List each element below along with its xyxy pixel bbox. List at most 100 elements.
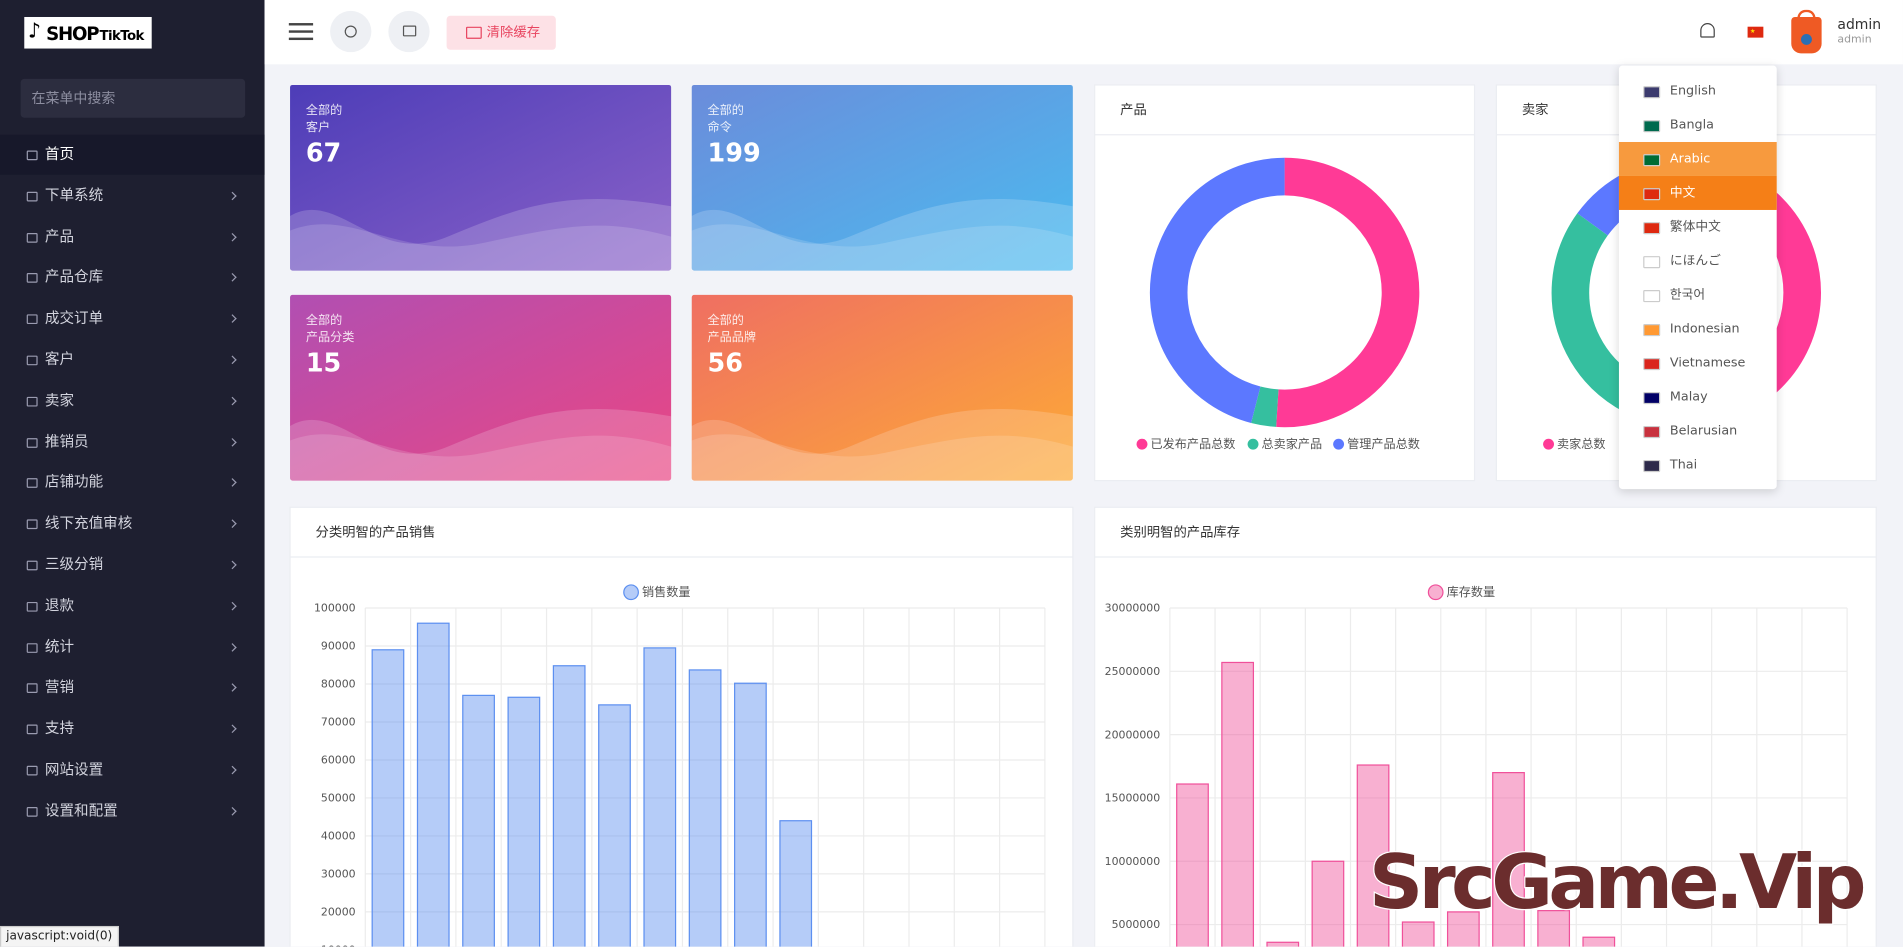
menu-label: 网站设置 (44, 760, 104, 778)
menu-icon (26, 642, 38, 653)
y-tick-label: 50000 (321, 792, 356, 805)
chevron (228, 273, 237, 283)
bar (688, 669, 722, 947)
menu-item[interactable]: 营销 (0, 668, 265, 708)
language-option[interactable]: Bangla (1619, 108, 1777, 142)
language-option[interactable]: にほんご (1619, 244, 1777, 278)
menu-item[interactable]: 店铺功能 (0, 463, 265, 503)
language-option[interactable]: Indonesian (1619, 312, 1777, 346)
menu-item[interactable]: 卖家 (0, 381, 265, 421)
user-name[interactable]: admin (1837, 15, 1882, 33)
menu-item[interactable]: 支持 (0, 709, 265, 749)
flag-icon (1643, 425, 1661, 439)
flag-icon (1643, 391, 1661, 405)
menu-item[interactable]: 推销员 (0, 422, 265, 462)
language-option[interactable]: English (1619, 74, 1777, 108)
y-tick-label: 10000 (321, 944, 356, 947)
menu-icon (26, 478, 38, 489)
menu-item[interactable]: 产品 (0, 217, 265, 257)
menu-item[interactable]: 下单系统 (0, 176, 265, 216)
stat-label: 产品分类 (306, 330, 355, 344)
stat-label: 产品品牌 (708, 330, 757, 344)
language-option[interactable]: Vietnamese (1619, 346, 1777, 380)
stat-label: 全部的 (708, 312, 744, 327)
chevron (228, 232, 237, 242)
card (289, 506, 1074, 947)
language-option[interactable]: Malay (1619, 380, 1777, 414)
menu-icon (26, 355, 38, 366)
menu-label: 下单系统 (44, 186, 104, 204)
legend-label: 已发布产品总数 (1150, 436, 1235, 451)
menu-item[interactable]: 设置和配置 (0, 791, 265, 831)
language-option[interactable]: 한국어 (1619, 278, 1777, 312)
menu-toggle[interactable] (288, 23, 314, 26)
logo[interactable]: ♪ SHOP TikTok (24, 16, 152, 49)
menu-label: 首页 (44, 145, 75, 163)
language-option[interactable]: Arabic (1618, 141, 1777, 176)
menu-icon (26, 191, 38, 202)
menu-label: 客户 (44, 350, 75, 368)
clear-cache-button[interactable]: 清除缓存 (446, 15, 556, 50)
menu-icon (26, 724, 38, 735)
flag-icon (1643, 120, 1661, 133)
globe-button[interactable] (330, 10, 372, 53)
legend-marker (1136, 438, 1148, 450)
menu-item[interactable]: 客户 (0, 340, 265, 380)
menu-label: 设置和配置 (44, 801, 118, 819)
menu-label: 卖家 (44, 391, 75, 409)
card-title: 类别明智的产品库存 (1120, 524, 1240, 540)
language-label: English (1669, 83, 1716, 99)
y-tick-label: 30000 (321, 868, 356, 881)
language-label: Indonesian (1669, 321, 1740, 337)
menu-item[interactable]: 产品仓库 (0, 258, 265, 298)
search-box[interactable]: 在菜单中搜索 (20, 78, 246, 118)
flag-icon (1643, 358, 1661, 371)
stat-label: 全部的 (306, 102, 342, 117)
menu-item[interactable]: 退款 (0, 586, 265, 626)
user-role: admin (1837, 33, 1872, 47)
language-label: Vietnamese (1669, 355, 1746, 371)
menu-item[interactable]: 统计 (0, 627, 265, 667)
chevron (228, 478, 237, 488)
chevron (228, 724, 237, 734)
y-tick-label: 100000 (314, 602, 356, 615)
menu-item[interactable]: 首页 (0, 134, 265, 175)
print-button[interactable] (388, 10, 430, 53)
language-label: 中文 (1669, 185, 1696, 201)
card-title: 卖家 (1522, 101, 1549, 118)
menu-item[interactable]: 成交订单 (0, 299, 265, 339)
menu-item[interactable]: 线下充值审核 (0, 504, 265, 544)
language-option[interactable]: 中文 (1618, 175, 1777, 210)
stat-value: 199 (708, 138, 761, 168)
chevron (228, 560, 237, 570)
notification-bell[interactable] (1700, 23, 1715, 38)
legend-marker (1543, 438, 1555, 450)
chevron (228, 519, 237, 529)
legend-marker (623, 584, 639, 601)
bar (1221, 661, 1255, 947)
language-option[interactable]: Belarusian (1619, 414, 1777, 448)
avatar[interactable] (1791, 9, 1822, 54)
bar (1582, 936, 1616, 947)
language-flag[interactable]: ★ (1747, 26, 1764, 38)
legend-marker (1333, 438, 1345, 450)
flag-icon (1643, 222, 1661, 235)
menu-item[interactable]: 三级分销 (0, 545, 265, 585)
menu-label: 推销员 (44, 432, 89, 450)
language-option[interactable]: Thai (1619, 448, 1777, 482)
y-tick-label: 5000000 (1112, 918, 1161, 931)
flag-icon (1643, 188, 1661, 201)
legend-marker (1247, 438, 1259, 450)
menu-label: 退款 (44, 596, 75, 614)
y-tick-label: 10000000 (1105, 855, 1161, 868)
y-tick-label: 90000 (321, 640, 356, 653)
chevron (228, 314, 237, 324)
watermark: SrcGame.Vip (1369, 838, 1867, 926)
bar (507, 696, 541, 947)
language-option[interactable]: 繁体中文 (1619, 210, 1777, 244)
chevron (228, 191, 237, 201)
menu-item[interactable]: 网站设置 (0, 750, 265, 790)
language-label: Bangla (1669, 117, 1714, 133)
menu-label: 产品仓库 (44, 268, 104, 286)
